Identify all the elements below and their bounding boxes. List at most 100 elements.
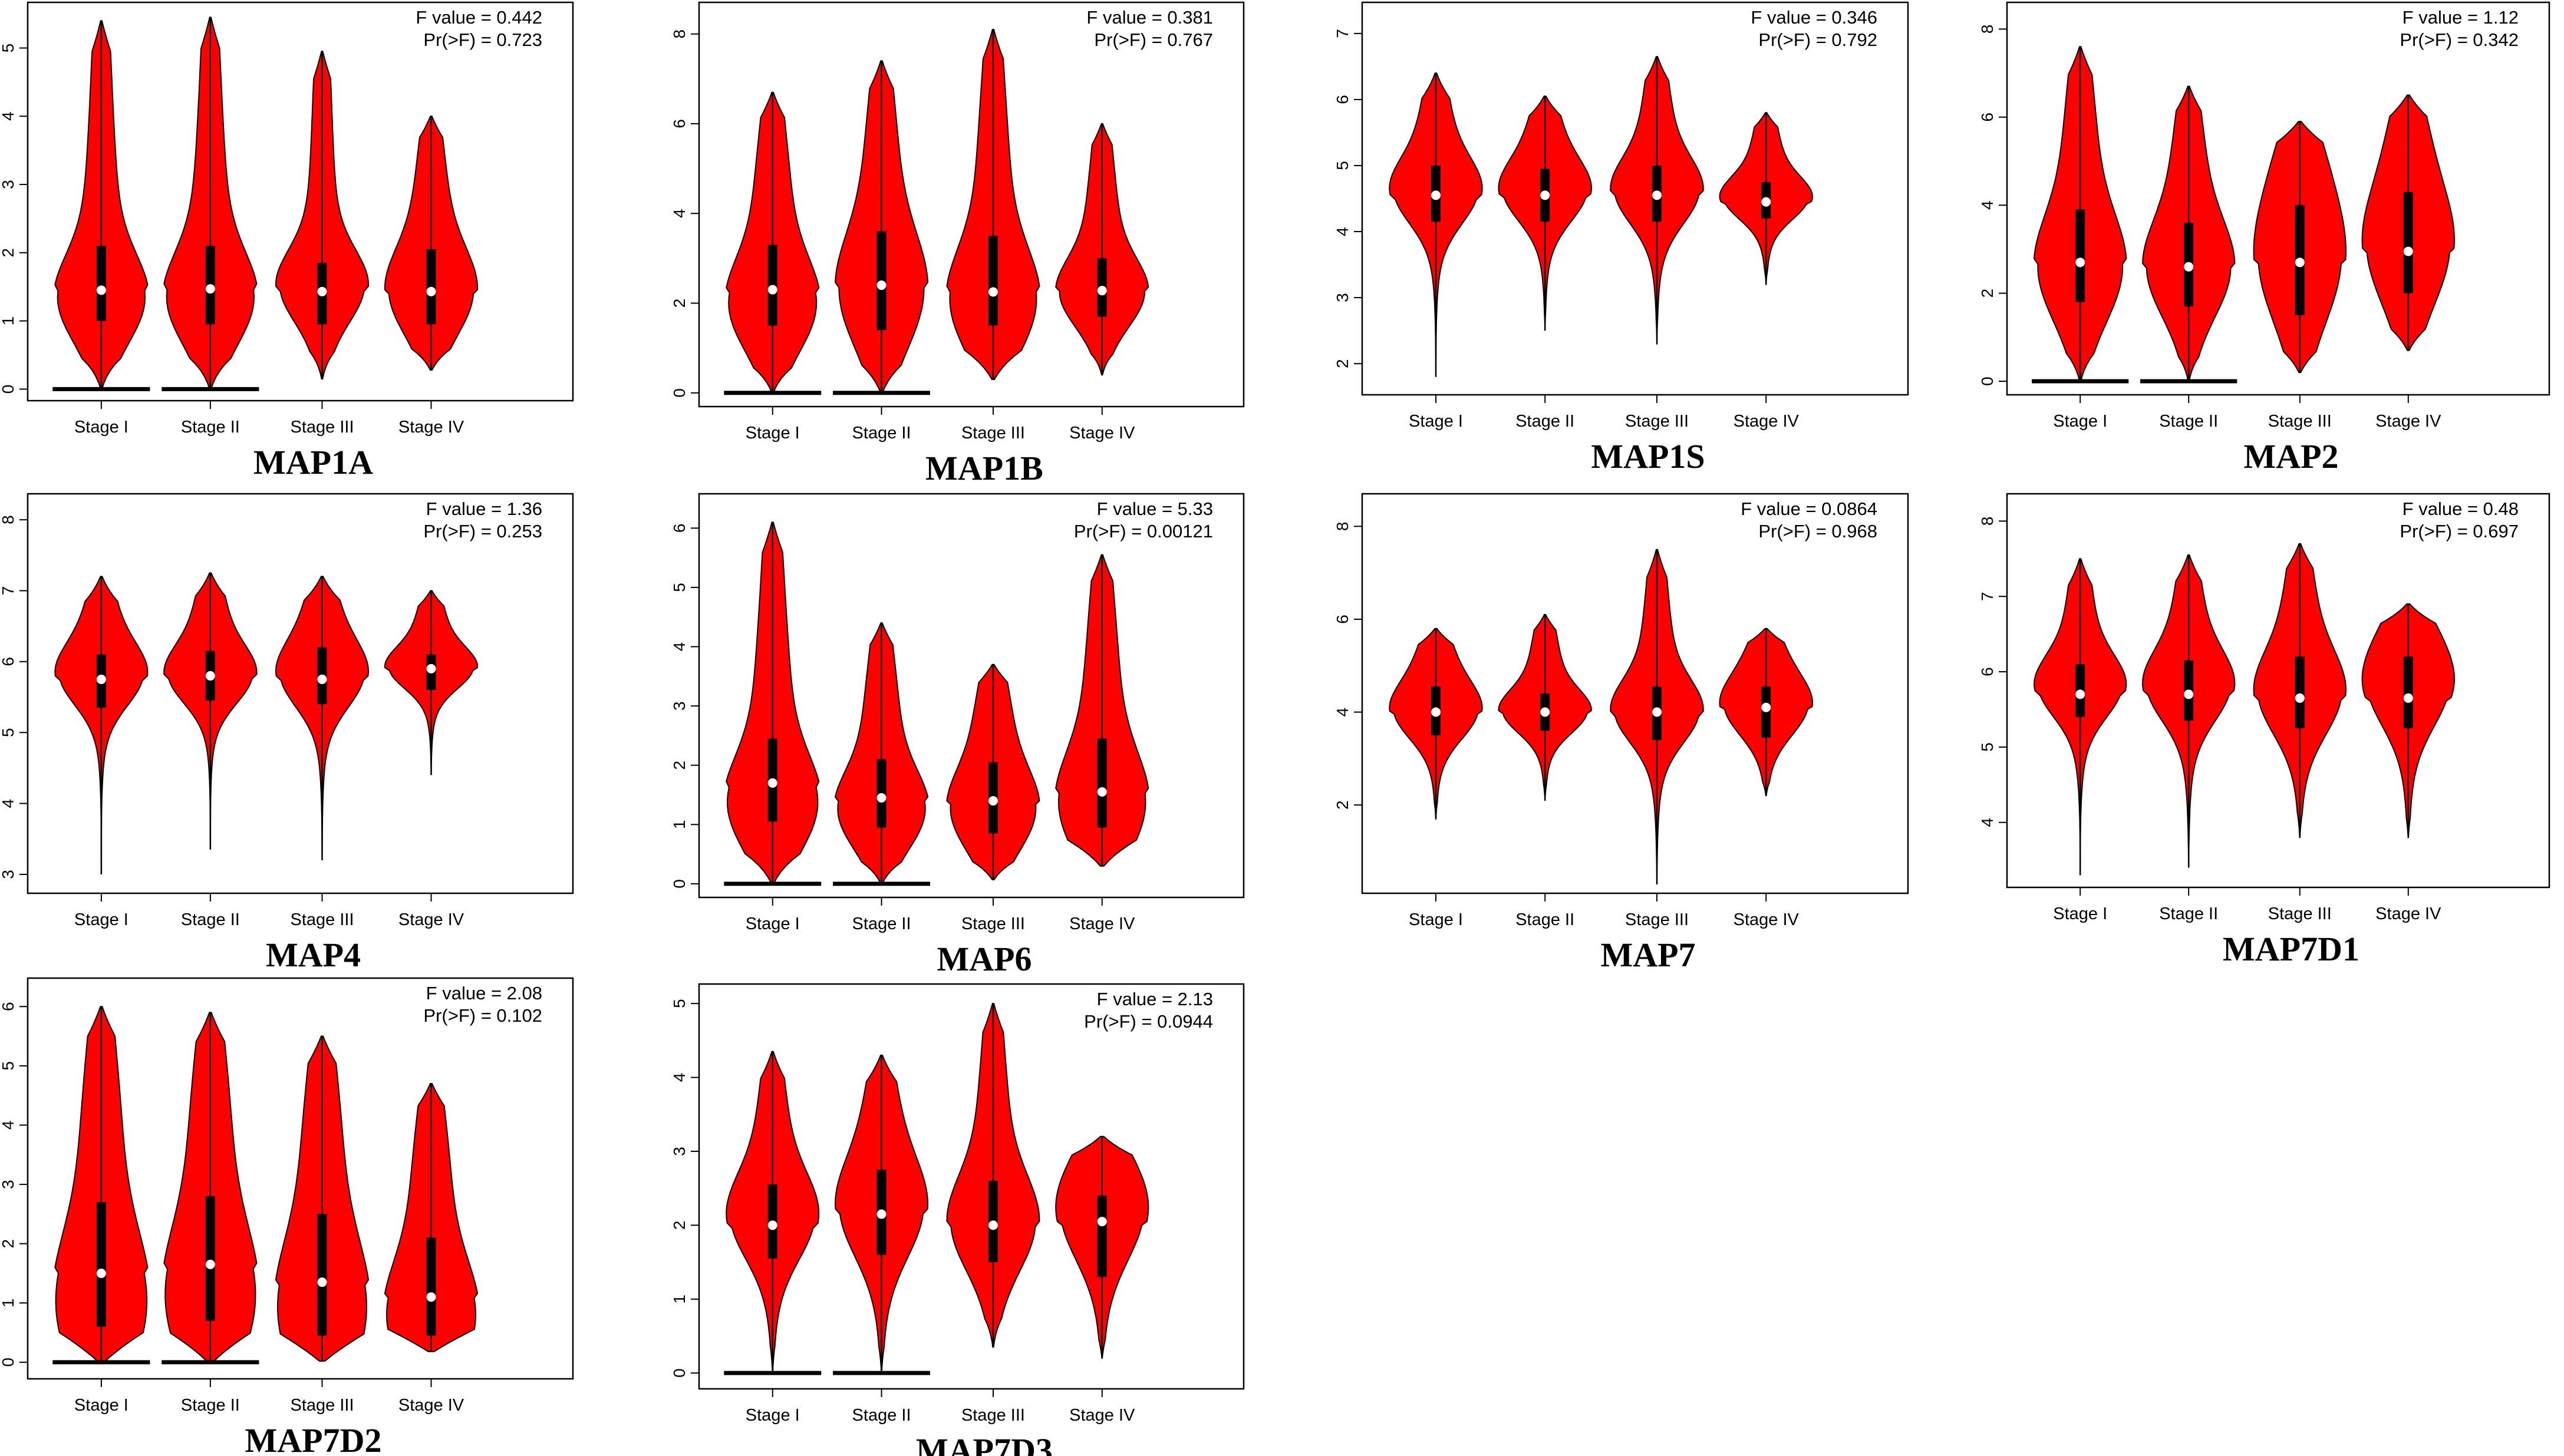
y-tick-label: 4 [1978, 818, 1996, 827]
gene-title: MAP7 [1600, 936, 1695, 974]
pr-f-text: Pr(>F) = 0.697 [2400, 521, 2519, 542]
y-tick-label: 6 [0, 657, 17, 666]
violin-median-dot [988, 1220, 998, 1230]
y-tick-label: 0 [0, 385, 17, 394]
y-tick-label: 0 [1978, 377, 1996, 386]
x-tick-label: Stage I [746, 424, 800, 443]
gene-title: MAP7D2 [245, 1421, 382, 1456]
x-tick-label: Stage II [181, 910, 240, 929]
x-tick-label: Stage II [852, 914, 911, 933]
x-tick-label: Stage IV [1069, 424, 1135, 443]
plot-frame [2006, 1, 2550, 396]
y-tick-label: 5 [0, 1061, 17, 1071]
y-tick-label: 3 [1333, 293, 1352, 302]
f-value-text: F value = 5.33 [1097, 498, 1213, 519]
violin-iqr-box [2403, 656, 2413, 728]
violin-median-dot [317, 674, 327, 684]
y-tick-label: 3 [0, 1180, 17, 1189]
x-tick-label: Stage I [2053, 904, 2107, 923]
y-tick-label: 4 [1978, 200, 1996, 210]
gene-title: MAP2 [2243, 437, 2338, 476]
x-tick-label: Stage IV [2375, 904, 2441, 923]
x-tick-label: Stage I [746, 914, 800, 933]
violin-median-dot [1431, 707, 1441, 717]
violin-median-dot [988, 796, 998, 806]
f-value-text: F value = 1.12 [2402, 7, 2519, 28]
violin-median-dot [767, 285, 777, 295]
violin-median-dot [876, 1209, 886, 1219]
y-tick-label: 4 [0, 1121, 17, 1130]
violin-median-dot [2075, 689, 2085, 699]
f-value-text: F value = 0.381 [1086, 7, 1213, 28]
x-tick-label: Stage II [852, 424, 911, 443]
x-tick-label: Stage III [961, 914, 1025, 933]
plot-frame [27, 977, 574, 1380]
violin-median-dot [988, 287, 998, 297]
gene-title: MAP6 [937, 940, 1031, 978]
y-tick-label: 0 [670, 879, 688, 889]
x-tick-label: Stage IV [1733, 910, 1800, 929]
violin-median-dot [1540, 190, 1550, 200]
violin-median-dot [2403, 246, 2413, 256]
y-tick-label: 7 [1333, 29, 1352, 38]
gene-title: MAP7D1 [2223, 930, 2359, 968]
y-tick-label: 5 [0, 728, 17, 737]
y-tick-label: 4 [0, 799, 17, 808]
y-tick-label: 7 [1978, 592, 1996, 601]
x-tick-label: Stage III [290, 1396, 354, 1415]
x-tick-label: Stage I [2053, 412, 2107, 431]
x-tick-label: Stage I [74, 1396, 128, 1415]
f-value-text: F value = 0.346 [1751, 7, 1877, 28]
x-tick-label: Stage I [1409, 412, 1463, 431]
violin-median-dot [205, 284, 215, 294]
y-tick-label: 4 [670, 1073, 688, 1082]
violin-median-dot [1097, 286, 1107, 296]
violin-median-dot [205, 1259, 215, 1269]
x-tick-label: Stage II [1515, 910, 1574, 929]
y-tick-label: 0 [670, 388, 688, 398]
y-tick-label: 5 [0, 44, 17, 53]
violin-median-dot [2075, 257, 2085, 268]
gene-title: MAP1B [925, 449, 1043, 487]
x-tick-label: Stage IV [398, 910, 464, 929]
x-tick-label: Stage III [290, 418, 354, 437]
x-tick-label: Stage IV [1069, 1406, 1135, 1425]
y-tick-label: 5 [1978, 742, 1996, 752]
y-tick-label: 8 [0, 515, 17, 524]
y-tick-label: 2 [670, 1221, 688, 1230]
violin-iqr-box [2295, 656, 2305, 728]
violin-median-dot [767, 1220, 777, 1230]
y-tick-label: 4 [0, 111, 17, 121]
f-value-text: F value = 0.442 [416, 7, 542, 28]
y-tick-label: 7 [0, 586, 17, 596]
plot-frame [27, 1, 574, 402]
y-tick-label: 6 [1978, 113, 1996, 122]
violin-median-dot [426, 1292, 436, 1302]
violin-iqr-box [317, 1214, 327, 1336]
violin-median-dot [2295, 693, 2305, 703]
violin-median-dot [876, 793, 886, 803]
pr-f-text: Pr(>F) = 0.253 [423, 521, 542, 542]
gene-title: MAP1S [1591, 437, 1705, 476]
plot-frame [1361, 493, 1909, 894]
x-tick-label: Stage I [746, 1406, 800, 1425]
violin-median-dot [96, 674, 106, 684]
y-tick-label: 6 [0, 1002, 17, 1011]
plot-frame [698, 1, 1245, 408]
violin-median-dot [205, 671, 215, 681]
violin-median-dot [317, 286, 327, 296]
gene-title: MAP7D3 [916, 1431, 1053, 1456]
y-tick-label: 4 [670, 642, 688, 652]
y-tick-label: 4 [1333, 708, 1352, 717]
y-tick-label: 8 [1333, 521, 1352, 531]
violin-median-dot [2184, 689, 2194, 699]
pr-f-text: Pr(>F) = 0.968 [1758, 521, 1877, 542]
x-tick-label: Stage II [2159, 904, 2218, 923]
